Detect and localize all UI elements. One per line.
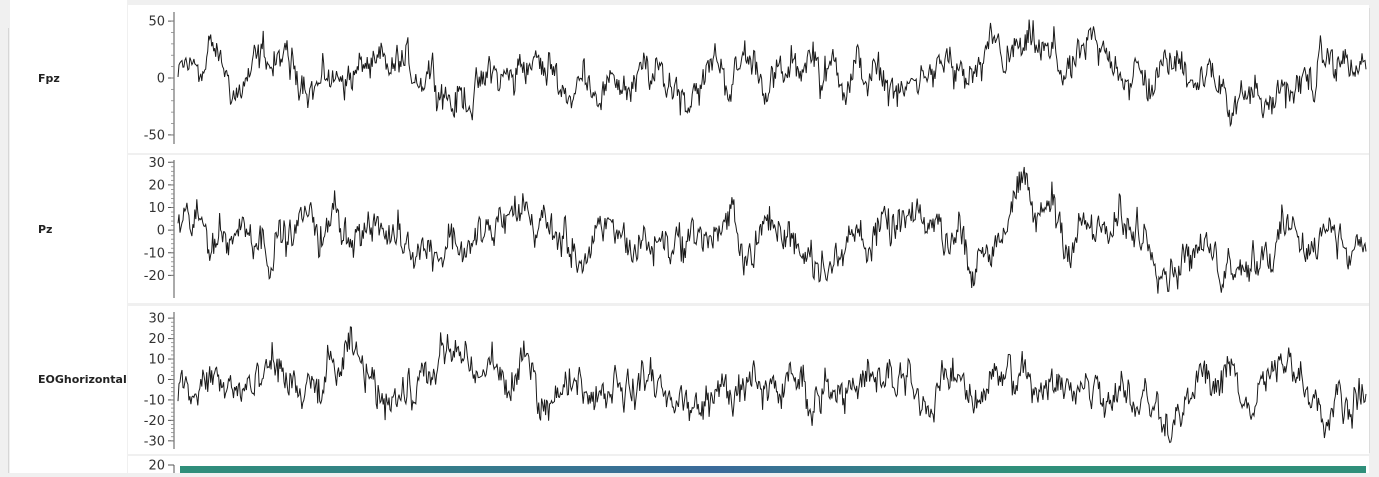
signal-plots[interactable]: 50 0 -50 30 20 10 0 -10 -20 30 20 10 0 -10 -20 -30 20 [128, 0, 1369, 474]
y-tick-label-pz: 20 [148, 178, 165, 193]
y-tick-label-eoghorizontal: 30 [148, 312, 165, 327]
y-tick-label-eoghorizontal: 20 [148, 332, 165, 347]
y-tick-label-fpz: 50 [148, 15, 165, 30]
left-panel [0, 0, 10, 473]
y-tick-label-eoghorizontal: 0 [157, 373, 165, 388]
scroll-edge [1369, 8, 1370, 453]
y-tick-label-pz: 0 [157, 224, 165, 239]
y-tick-label-eoghorizontal: -20 [144, 414, 165, 429]
signal-trace-pz [177, 166, 1367, 294]
channel-label-pz: Pz [38, 223, 53, 236]
y-tick-label-pz: -20 [144, 269, 165, 284]
y-tick-label-eoghorizontal: -30 [144, 434, 165, 449]
channel-label-fpz: Fpz [38, 72, 60, 85]
y-tick-label-pz: 10 [148, 201, 165, 216]
y-tick-label-fpz: -50 [144, 128, 165, 143]
heatmap-strip [180, 466, 1366, 473]
signal-trace-eoghorizontal [177, 326, 1367, 444]
signal-trace-fpz [177, 19, 1367, 128]
y-tick-label-pz: 30 [148, 156, 165, 171]
y-tick-label-eoghorizontal: -10 [144, 393, 165, 408]
y-tick-label-fpz: 0 [157, 72, 165, 87]
y-tick-label-partial: 20 [148, 459, 165, 474]
y-tick-label-pz: -10 [144, 246, 165, 261]
right-margin [1369, 0, 1379, 473]
plot-panel-fpz [128, 5, 1369, 153]
panel-divider [8, 28, 9, 473]
y-tick-label-eoghorizontal: 10 [148, 353, 165, 368]
channel-label-column: Fpz Pz EOGhorizontal [10, 0, 127, 473]
channel-label-eoghorizontal: EOGhorizontal [38, 373, 127, 386]
plot-area[interactable]: 50 0 -50 30 20 10 0 -10 -20 30 20 10 0 -10 -20 -30 20 [128, 0, 1369, 474]
